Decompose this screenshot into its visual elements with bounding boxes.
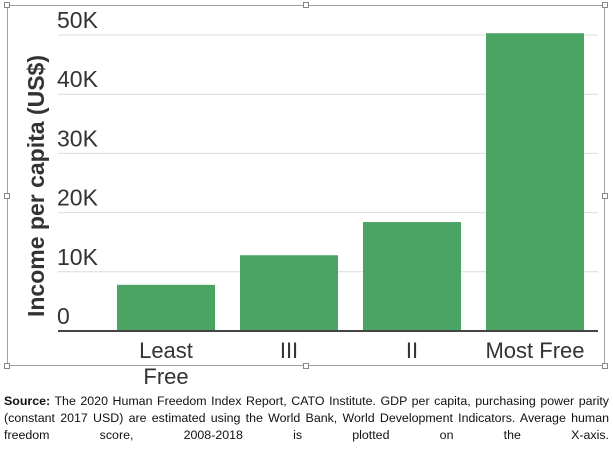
resize-handle-top-right[interactable] [602, 2, 608, 8]
caption-text: The 2020 Human Freedom Index Report, CAT… [4, 394, 609, 442]
resize-handle-top[interactable] [303, 2, 309, 8]
bar-iii [240, 255, 338, 331]
y-tick-label: 40K [57, 66, 99, 92]
bar-most-free [486, 33, 584, 331]
y-tick-label: 20K [57, 185, 99, 211]
caption-source-label: Source: [4, 394, 51, 408]
image-selection-frame[interactable] [7, 5, 605, 366]
x-tick-label: Most Free [485, 338, 584, 363]
x-tick-label: III [280, 338, 298, 363]
y-axis-title: Income per capita (US$) [23, 55, 49, 317]
resize-handle-bottom-left[interactable] [4, 363, 10, 369]
x-tick-label: II [406, 338, 418, 363]
resize-handle-bottom[interactable] [303, 363, 309, 369]
y-tick-label: 30K [57, 125, 99, 151]
y-tick-label: 0 [57, 303, 70, 329]
bar-ii [363, 222, 461, 331]
resize-handle-left[interactable] [4, 193, 10, 199]
x-tick-label: Least Free [139, 338, 193, 389]
resize-handle-top-left[interactable] [4, 2, 10, 8]
y-tick-label: 10K [57, 244, 99, 270]
resize-handle-bottom-right[interactable] [602, 363, 608, 369]
resize-handle-right[interactable] [602, 193, 608, 199]
figure-caption: Source: The 2020 Human Freedom Index Rep… [4, 393, 609, 444]
bar-least-free [117, 284, 215, 331]
y-tick-label: 50K [57, 7, 99, 33]
